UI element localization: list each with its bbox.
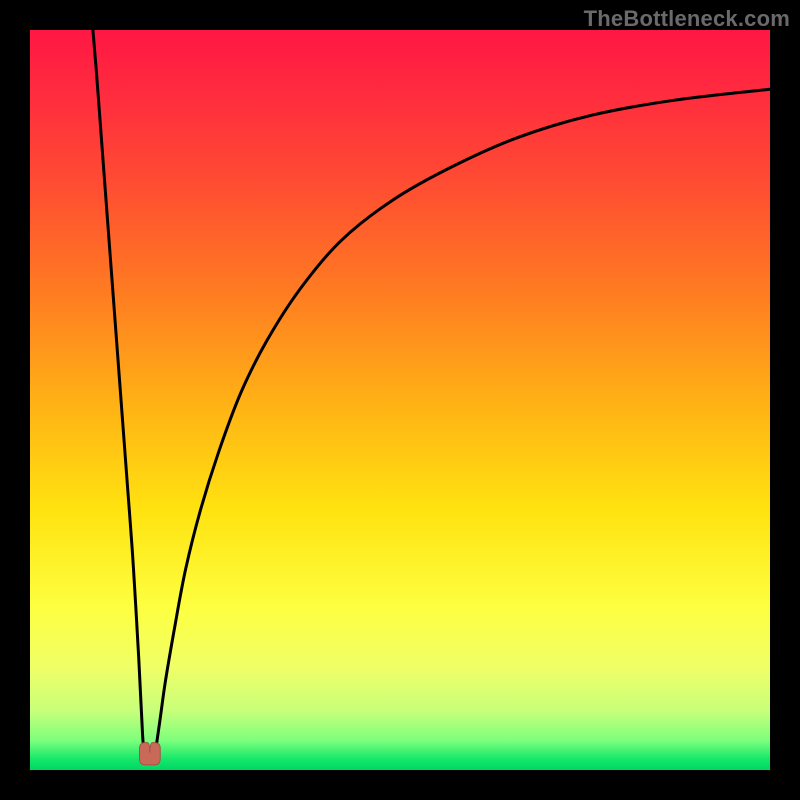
chart-stage: TheBottleneck.com: [0, 0, 800, 800]
watermark-text: TheBottleneck.com: [584, 6, 790, 32]
chart-svg: [0, 0, 800, 800]
